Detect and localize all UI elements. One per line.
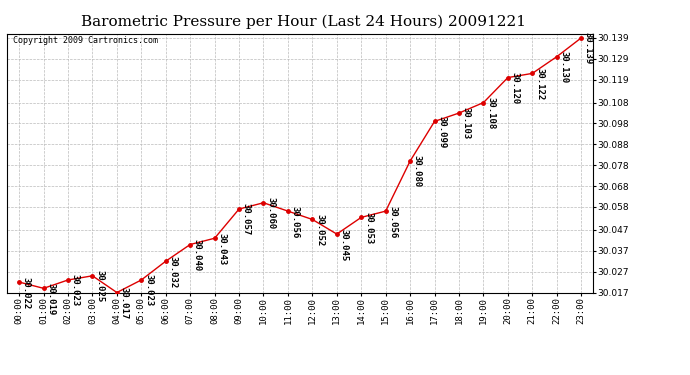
Text: 30.056: 30.056 [388,206,397,238]
Text: 30.043: 30.043 [217,233,226,265]
Text: 30.040: 30.040 [193,239,202,271]
Text: 30.052: 30.052 [315,214,324,246]
Text: 30.022: 30.022 [22,276,31,309]
Text: 30.120: 30.120 [511,72,520,104]
Text: 30.139: 30.139 [584,32,593,64]
Text: 30.023: 30.023 [144,274,153,307]
Text: 30.099: 30.099 [437,116,446,148]
Text: Barometric Pressure per Hour (Last 24 Hours) 20091221: Barometric Pressure per Hour (Last 24 Ho… [81,15,526,29]
Text: 30.025: 30.025 [95,270,104,303]
Text: 30.103: 30.103 [462,108,471,140]
Text: 30.019: 30.019 [46,283,55,315]
Text: 30.053: 30.053 [364,212,373,244]
Text: 30.060: 30.060 [266,197,275,230]
Text: Copyright 2009 Cartronics.com: Copyright 2009 Cartronics.com [13,36,158,45]
Text: 30.032: 30.032 [168,256,177,288]
Text: 30.108: 30.108 [486,97,495,129]
Text: 30.057: 30.057 [241,204,251,236]
Text: 30.017: 30.017 [119,287,128,319]
Text: 30.023: 30.023 [71,274,80,307]
Text: 30.045: 30.045 [339,228,348,261]
Text: 30.130: 30.130 [560,51,569,83]
Text: 30.056: 30.056 [290,206,299,238]
Text: 30.122: 30.122 [535,68,544,100]
Text: 30.080: 30.080 [413,156,422,188]
